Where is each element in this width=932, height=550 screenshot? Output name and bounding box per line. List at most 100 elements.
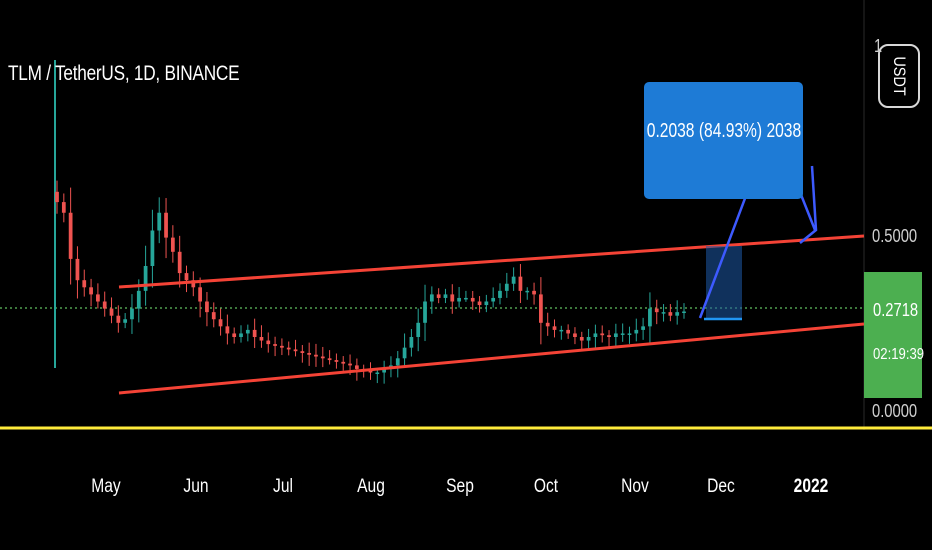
candle-body	[102, 301, 107, 309]
y-axis-tick-0-5: 0.5000	[872, 226, 918, 246]
x-tick-jul: Jul	[273, 476, 293, 497]
candle-body	[593, 333, 598, 337]
candle-body	[205, 301, 209, 313]
candle-body	[491, 297, 496, 302]
candle-body	[545, 322, 550, 327]
candle-body	[116, 315, 121, 323]
candle-body	[177, 251, 182, 274]
candle-body	[579, 337, 584, 341]
candle-body	[511, 276, 516, 284]
candle-body	[136, 290, 141, 309]
candle-body	[157, 212, 162, 231]
candle-body	[484, 301, 489, 306]
x-tick-aug: Aug	[357, 476, 385, 497]
candle-body	[150, 230, 155, 266]
candle-body	[375, 372, 380, 374]
candle-body	[429, 294, 434, 302]
candle-body	[436, 294, 441, 298]
symbol-title[interactable]: TLM / TetherUS, 1D, BINANCE	[8, 62, 240, 85]
x-tick-nov: Nov	[621, 476, 649, 497]
arrow-head-icon	[799, 165, 818, 244]
x-tick-may: May	[91, 476, 121, 497]
candle-body	[225, 326, 230, 334]
measure-tooltip[interactable]: 0.2038 (84.93%) 2038	[644, 82, 803, 199]
y-axis-tick-0-0: 0.0000	[872, 401, 918, 421]
candle-body	[532, 290, 536, 295]
candle-body	[334, 360, 339, 362]
candle-body	[286, 347, 291, 350]
candle-body	[586, 337, 591, 341]
candle-body	[109, 308, 114, 316]
candle-body	[348, 363, 352, 366]
candle-body	[300, 351, 305, 353]
candle-body	[252, 329, 257, 337]
candle-body	[627, 333, 632, 335]
candle-body	[368, 370, 373, 373]
candle-body	[170, 237, 175, 252]
candle-body	[280, 345, 284, 348]
measure-label: 0.2038 (84.93%) 2038	[646, 120, 801, 142]
candle-body	[600, 333, 605, 336]
candle-body	[539, 294, 543, 323]
currency-unit-button[interactable]: USDT	[878, 44, 920, 108]
candle-body	[423, 301, 427, 323]
candle-body	[559, 329, 564, 332]
candle-body	[518, 276, 523, 291]
candle-body	[470, 297, 475, 302]
candle-body	[450, 294, 455, 302]
candle-body	[464, 297, 468, 300]
candle-body	[61, 202, 66, 213]
candle-body	[634, 329, 639, 334]
candle-body	[266, 340, 271, 345]
candle-body	[96, 294, 100, 302]
candle-body	[68, 212, 73, 259]
candle-body	[293, 349, 298, 352]
candle-body	[75, 258, 80, 281]
candle-body	[164, 212, 168, 238]
candle-body	[130, 308, 134, 320]
candle-body	[395, 358, 400, 366]
candle-body	[327, 358, 332, 361]
x-tick-jun: Jun	[183, 476, 209, 497]
candle-body	[55, 191, 59, 203]
candle-body	[573, 333, 577, 337]
candle-body	[314, 354, 318, 357]
candle-body	[239, 333, 243, 337]
candle-body	[320, 356, 325, 359]
candle-body	[641, 326, 645, 330]
candle-body	[661, 312, 666, 314]
candle-body	[654, 308, 659, 313]
candle-body	[382, 368, 387, 373]
candle-body	[566, 329, 571, 334]
candle-body	[457, 297, 461, 302]
x-tick-sep: Sep	[446, 476, 474, 497]
candle-body	[198, 287, 202, 302]
candle-body	[341, 361, 346, 364]
unit-label: USDT	[890, 56, 909, 96]
x-tick-2022: 2022	[793, 476, 829, 497]
current-price-tag: 0.2718 02:19:39	[864, 272, 924, 398]
candle-body	[613, 333, 618, 337]
candle-body	[620, 333, 625, 335]
candle-body	[123, 319, 128, 323]
channel-upper-line[interactable]	[118, 234, 865, 289]
candles-layer	[54, 60, 686, 384]
candle-body	[191, 280, 196, 288]
candle-body	[607, 335, 611, 337]
candle-body	[211, 312, 216, 320]
channel-lower-line[interactable]	[118, 322, 865, 395]
candle-body	[245, 329, 250, 334]
candle-body	[218, 319, 223, 327]
candle-body	[232, 333, 237, 337]
candle-body	[498, 290, 502, 298]
candle-body	[89, 287, 93, 295]
candle-body	[184, 273, 189, 281]
candle-body	[416, 322, 421, 337]
candle-body	[354, 365, 359, 369]
candle-body	[402, 347, 407, 359]
current-price-value: 0.2718	[873, 300, 919, 320]
candle-body	[143, 266, 148, 291]
candle-body	[675, 312, 680, 316]
